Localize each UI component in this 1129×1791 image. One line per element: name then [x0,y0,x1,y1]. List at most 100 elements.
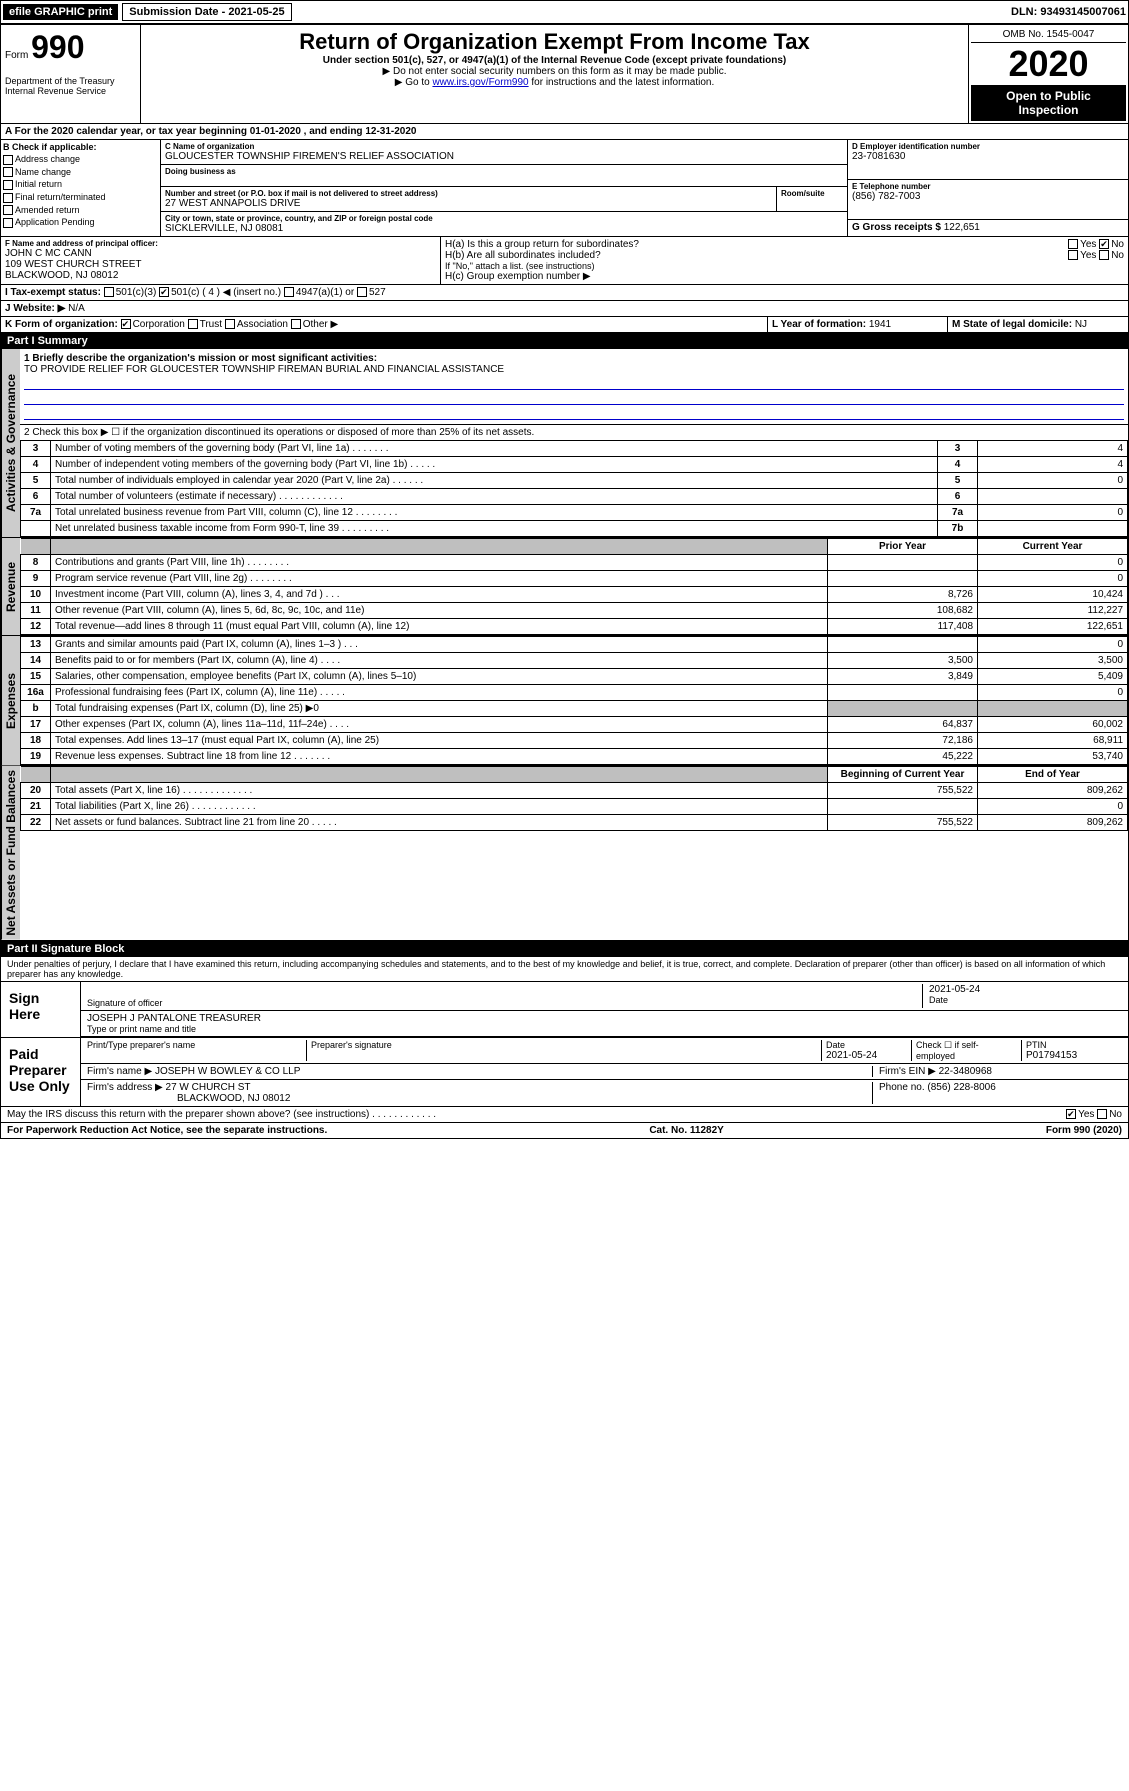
chk-trust[interactable] [188,319,198,329]
omb-number: OMB No. 1545-0047 [971,27,1126,43]
officer-addr2: BLACKWOOD, NJ 08012 [5,270,436,281]
section-b-heading: B Check if applicable: [3,142,158,152]
paid-preparer-block: Paid Preparer Use Only Print/Type prepar… [1,1037,1128,1106]
officer-name: JOHN C MC CANN [5,248,436,259]
chk-other[interactable] [291,319,301,329]
footer-right: Form 990 (2020) [1046,1125,1122,1136]
firm-name-label: Firm's name ▶ [87,1066,152,1077]
hb-no-check[interactable] [1099,250,1109,260]
prep-date-label: Date [826,1040,907,1050]
tax-exempt-label: I Tax-exempt status: [5,287,101,298]
chk-corp[interactable] [121,319,131,329]
ein-row: D Employer identification number 23-7081… [848,140,1128,180]
ein-label: D Employer identification number [852,142,1124,151]
sig-date: 2021-05-24 [929,984,1122,995]
section-l: L Year of formation: 1941 [768,317,948,332]
table-row: 20Total assets (Part X, line 16) . . . .… [21,783,1128,799]
street-value: 27 WEST ANNAPOLIS DRIVE [165,198,772,209]
dln-label: DLN: 93493145007061 [1011,6,1126,18]
phone-row: E Telephone number (856) 782-7003 [848,180,1128,220]
gross-row: G Gross receipts $ 122,651 [848,220,1128,235]
gross-value: 122,651 [944,222,980,233]
form-org-label: K Form of organization: [5,319,118,330]
table-row: 17Other expenses (Part IX, column (A), l… [21,717,1128,733]
room-suite: Room/suite [777,187,847,211]
firm-name: JOSEPH W BOWLEY & CO LLP [155,1066,300,1077]
hb-yes-check[interactable] [1068,250,1078,260]
table-row: 7aTotal unrelated business revenue from … [21,505,1128,521]
firm-addr2: BLACKWOOD, NJ 08012 [87,1093,872,1104]
discuss-yes-check[interactable] [1066,1109,1076,1119]
chk-527[interactable] [357,287,367,297]
firm-phone: (856) 228-8006 [927,1082,995,1093]
sig-officer-label: Signature of officer [87,998,922,1008]
domicile-value: NJ [1075,319,1087,330]
part1-body: Activities & Governance 1 Briefly descri… [1,349,1128,538]
self-emp: Check ☐ if self-employed [912,1040,1022,1061]
year-formation-label: L Year of formation: [772,319,866,330]
website-label: J Website: ▶ [5,303,65,314]
firm-addr1: 27 W CHURCH ST [166,1082,251,1093]
firm-phone-label: Phone no. [879,1082,925,1093]
hc-row: H(c) Group exemption number ▶ [445,271,1124,282]
city-value: SICKLERVILLE, NJ 08081 [165,223,843,234]
netassets-table: Beginning of Current YearEnd of Year 20T… [20,766,1128,831]
prior-year-header: Prior Year [828,539,978,555]
j-row: J Website: ▶ N/A [1,301,1128,317]
chk-initial-return[interactable]: Initial return [3,179,158,190]
discuss-row: May the IRS discuss this return with the… [1,1106,1128,1122]
form-subtitle: Under section 501(c), 527, or 4947(a)(1)… [145,55,964,66]
irs-link[interactable]: www.irs.gov/Form990 [432,77,528,88]
end-year-header: End of Year [978,767,1128,783]
dba-row: Doing business as [161,165,847,187]
chk-final-return[interactable]: Final return/terminated [3,192,158,203]
part1-header: Part I Summary [1,333,1128,349]
chk-501c3[interactable] [104,287,114,297]
prep-name-label: Print/Type preparer's name [87,1040,302,1050]
org-name-label: C Name of organization [165,142,843,151]
year-box: OMB No. 1545-0047 2020 Open to Public In… [968,25,1128,123]
section-m: M State of legal domicile: NJ [948,317,1128,332]
chk-amended[interactable]: Amended return [3,205,158,216]
gross-label: G Gross receipts $ [852,222,941,233]
table-row: 9Program service revenue (Part VIII, lin… [21,571,1128,587]
section-h: H(a) Is this a group return for subordin… [441,237,1128,284]
table-row: 5Total number of individuals employed in… [21,473,1128,489]
section-j: J Website: ▶ N/A [1,301,1128,316]
prep-sig-label: Preparer's signature [311,1040,817,1050]
ha-row: H(a) Is this a group return for subordin… [445,239,1124,250]
page-footer: For Paperwork Reduction Act Notice, see … [1,1122,1128,1138]
table-row: 13Grants and similar amounts paid (Part … [21,637,1128,653]
ha-yes-check[interactable] [1068,239,1078,249]
ssn-note: ▶ Do not enter social security numbers o… [145,66,964,77]
chk-501c[interactable] [159,287,169,297]
section-k: K Form of organization: Corporation Trus… [1,317,768,332]
current-year-header: Current Year [978,539,1128,555]
submission-date-badge: Submission Date - 2021-05-25 [122,3,291,21]
entity-block: B Check if applicable: Address change Na… [1,140,1128,237]
ha-no-check[interactable] [1099,239,1109,249]
line2: 2 Check this box ▶ ☐ if the organization… [20,425,1128,440]
city-row: City or town, state or province, country… [161,212,847,236]
website-value: N/A [68,303,85,314]
gov-table: 3Number of voting members of the governi… [20,440,1128,537]
chk-app-pending[interactable]: Application Pending [3,217,158,228]
prep-date: 2021-05-24 [826,1050,907,1061]
part2-header: Part II Signature Block [1,941,1128,957]
table-row: 3Number of voting members of the governi… [21,441,1128,457]
form-990-page: efile GRAPHIC print Submission Date - 20… [0,0,1129,1139]
type-name-label: Type or print name and title [87,1024,1122,1034]
year-formation-value: 1941 [869,319,891,330]
chk-assoc[interactable] [225,319,235,329]
chk-address-change[interactable]: Address change [3,154,158,165]
perjury-text: Under penalties of perjury, I declare th… [1,957,1128,981]
table-row: 21Total liabilities (Part X, line 26) . … [21,799,1128,815]
section-f: F Name and address of principal officer:… [1,237,441,284]
ein-value: 23-7081630 [852,151,1124,162]
chk-name-change[interactable]: Name change [3,167,158,178]
tax-year: 2020 [971,43,1126,85]
discuss-no-check[interactable] [1097,1109,1107,1119]
chk-4947[interactable] [284,287,294,297]
firm-addr-label: Firm's address ▶ [87,1082,163,1093]
sidebar-governance: Activities & Governance [1,349,20,537]
